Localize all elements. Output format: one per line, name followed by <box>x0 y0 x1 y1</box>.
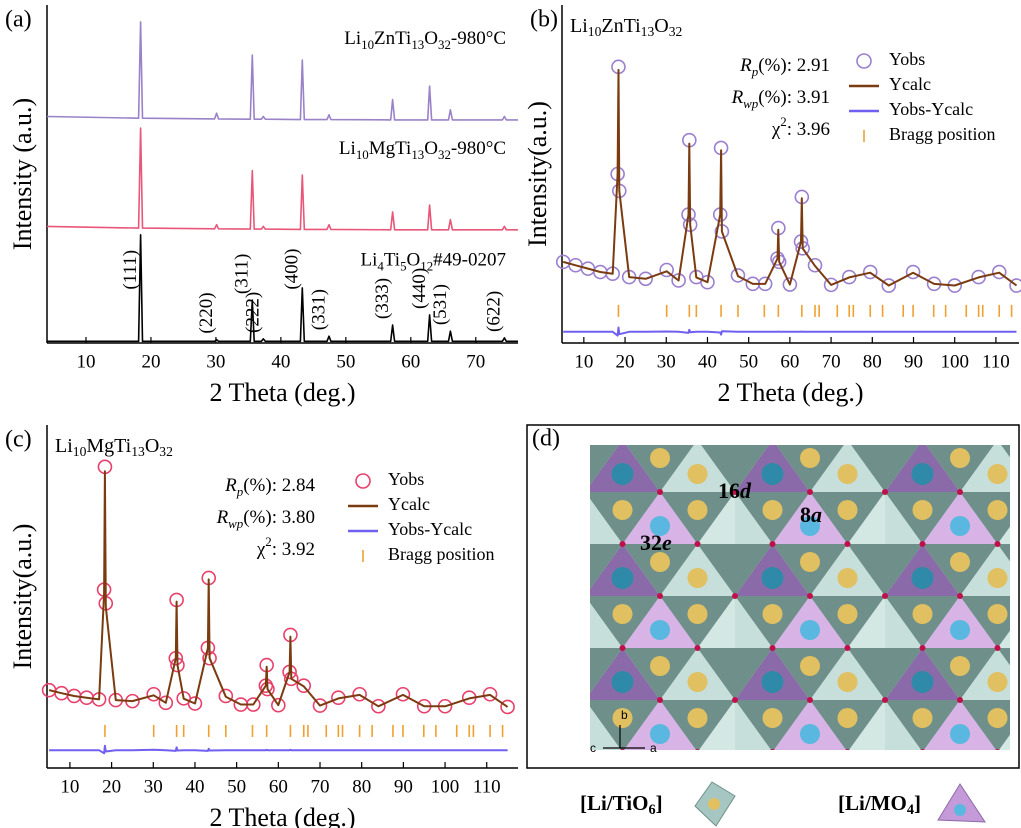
legend-label: Bragg position <box>889 124 996 144</box>
x-tick-label: 20 <box>102 776 121 797</box>
x-axis-title: 2 Theta (deg.) <box>717 378 863 407</box>
fit-statistic: χ2: 3.92 <box>256 534 315 560</box>
x-tick-label: 50 <box>227 776 246 797</box>
y-axis-title: Intensity(a.u.) <box>523 101 552 247</box>
series-label: Li10MgTi13O32-980°C <box>339 138 506 162</box>
peak-label: (440) <box>409 268 430 309</box>
chart-panel: 10 20 30 40 50 60 70 2 Theta (deg.) Intensity (a… <box>5 5 518 407</box>
x-tick-label: 10 <box>574 351 593 372</box>
figure: (d) 16d 8a 32e b c a [Li/TiO6] [Li/MO4] … <box>0 0 1021 828</box>
data-line <box>47 128 518 230</box>
y-axis-title: Intensity (a.u.) <box>8 98 37 250</box>
x-tick-label: 40 <box>185 776 204 797</box>
x-tick-label: 30 <box>657 351 676 372</box>
legend-label: Yobs <box>388 469 424 489</box>
panel-label: (a) <box>5 7 32 33</box>
x-tick-label: 100 <box>431 776 460 797</box>
x-axis-title: 2 Theta (deg.) <box>209 803 355 828</box>
peak-label: (333) <box>372 278 393 319</box>
x-tick-label: 80 <box>863 351 882 372</box>
x-tick-label: 80 <box>352 776 371 797</box>
x-tick-label: 40 <box>271 351 290 372</box>
chart-panel: 10 20 30 40 50 60 70 80 90 100 110 2 Theta (deg.) In… <box>5 425 518 828</box>
x-tick-label: 20 <box>141 351 160 372</box>
chart-title: Li10ZnTi13O32 <box>570 15 683 40</box>
site-label: 32e <box>640 530 672 555</box>
site-label: 16d <box>718 478 752 503</box>
x-tick-label: 60 <box>780 351 799 372</box>
peak-label: (622) <box>484 291 505 332</box>
x-tick-label: 50 <box>739 351 758 372</box>
obs-point <box>43 684 56 697</box>
peak-label: (531) <box>430 284 451 325</box>
x-tick-label: 60 <box>401 351 420 372</box>
x-tick-label: 30 <box>206 351 225 372</box>
axis-name: b <box>621 708 628 722</box>
panel-label: (d) <box>532 426 560 452</box>
data-line <box>49 746 508 754</box>
x-tick-label: 70 <box>822 351 841 372</box>
x-tick-label: 20 <box>616 351 635 372</box>
x-tick-label: 10 <box>60 776 79 797</box>
peak-label: (331) <box>308 289 329 330</box>
x-tick-label: 40 <box>698 351 717 372</box>
x-tick-label: 100 <box>940 351 969 372</box>
x-tick-label: 110 <box>982 351 1010 372</box>
x-tick-label: 110 <box>473 776 501 797</box>
chart-title: Li10MgTi13O32 <box>55 435 173 460</box>
panel-label: (c) <box>5 427 32 453</box>
x-tick-label: 70 <box>311 776 330 797</box>
legend-label: Ycalc <box>388 494 430 514</box>
peak-label: (111) <box>120 250 141 290</box>
fit-statistic: Rwp(%): 3.91 <box>731 87 830 111</box>
fit-statistic: Rwp(%): 3.80 <box>216 507 315 531</box>
structure-panel: (d) 16d 8a 32e b c a [Li/TiO6] [Li/MO4] <box>527 425 1019 826</box>
x-tick-label: 50 <box>336 351 355 372</box>
x-tick-label: 30 <box>144 776 163 797</box>
x-tick-label: 70 <box>466 351 485 372</box>
fit-statistic: χ2: 3.96 <box>771 114 830 140</box>
x-tick-label: 60 <box>269 776 288 797</box>
x-tick-label: 90 <box>904 351 923 372</box>
peak-label: (220) <box>196 292 217 333</box>
legend-text: [Li/TiO6] <box>580 791 663 818</box>
fit-statistic: Rp(%): 2.84 <box>224 475 315 499</box>
x-axis-title: 2 Theta (deg.) <box>209 378 355 407</box>
legend-label: Ycalc <box>889 74 931 94</box>
x-tick-label: 90 <box>394 776 413 797</box>
legend-marker <box>857 54 871 68</box>
data-line <box>563 328 1016 336</box>
site-label: 8a <box>800 502 822 527</box>
crystal-lattice <box>590 445 1010 750</box>
peak-label: (400) <box>282 249 303 290</box>
series-label: Li10ZnTi13O32-980°C <box>344 28 506 52</box>
peak-label: (222) <box>243 292 264 333</box>
axis-name: a <box>650 741 657 755</box>
panel-label: (b) <box>530 7 558 33</box>
legend-marker <box>356 474 370 488</box>
fit-statistic: Rp(%): 2.91 <box>739 55 830 79</box>
legend-icon <box>695 782 735 826</box>
y-axis-title: Intensity(a.u.) <box>8 524 37 670</box>
peak-label: (311) <box>232 254 253 294</box>
x-tick-label: 10 <box>76 351 95 372</box>
legend-label: Yobs <box>889 49 925 69</box>
obs-point <box>501 700 514 713</box>
series-label: Li4Ti5O12#49-0207 <box>361 250 506 274</box>
legend-text: [Li/MO4] <box>838 791 921 818</box>
chart-panel: 10 20 30 40 50 60 70 80 90 100 110 2 Theta (deg.) In… <box>523 5 1021 407</box>
legend-label: Yobs-Ycalc <box>889 99 973 119</box>
legend-label: Bragg position <box>388 544 495 564</box>
axis-name: c <box>590 741 596 755</box>
legend-icon <box>938 784 985 822</box>
legend-label: Yobs-Ycalc <box>388 519 472 539</box>
